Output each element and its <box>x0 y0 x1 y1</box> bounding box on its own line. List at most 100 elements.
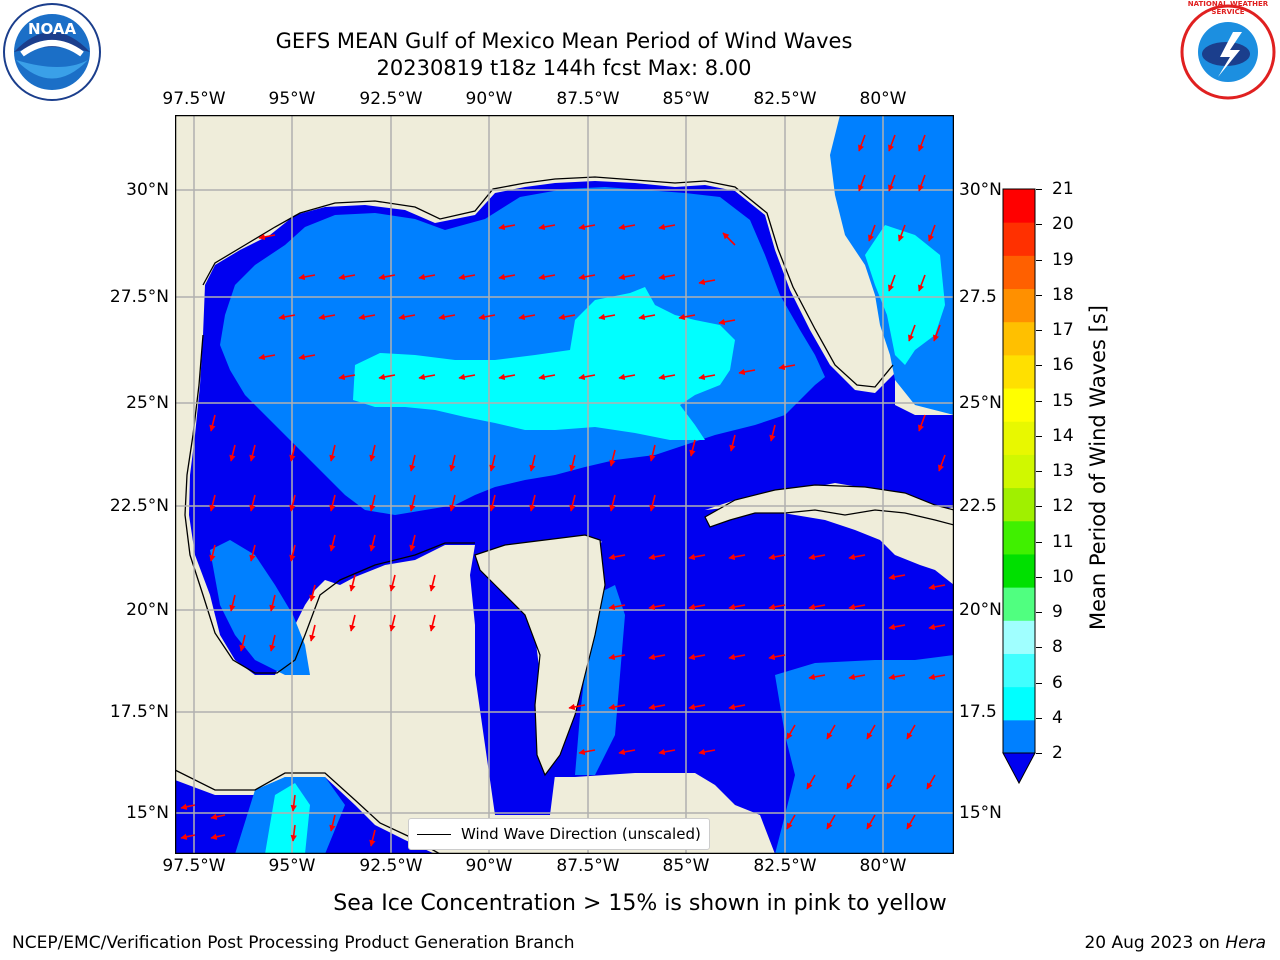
lon-tick-top: 82.5°W <box>753 89 817 109</box>
lon-tick-top: 87.5°W <box>556 89 620 109</box>
colorbar-tick-mark <box>1036 189 1042 190</box>
colorbar-band <box>1003 587 1035 621</box>
legend-label: Wind Wave Direction (unscaled) <box>461 825 701 843</box>
lon-tick-bottom: 95°W <box>268 856 316 876</box>
colorbar-band <box>1003 255 1035 290</box>
bay-campeche-band <box>210 540 310 675</box>
colorbar-band <box>1003 553 1035 588</box>
lon-tick-top: 95°W <box>268 89 316 109</box>
colorbar-tick-mark <box>1036 224 1042 226</box>
pacific-cyan <box>265 783 310 854</box>
lon-tick-top: 80°W <box>859 89 907 109</box>
colorbar-tick-mark <box>1036 717 1042 719</box>
nws-logo: NATIONAL WEATHER SERVICE <box>1178 0 1278 102</box>
colorbar-tick-label: 13 <box>1052 461 1074 481</box>
colorbar-tick-label: 12 <box>1052 496 1074 517</box>
colorbar-band <box>1003 388 1035 422</box>
colorbar-tick-mark <box>1036 400 1042 402</box>
lat-tick-right: 20°N <box>959 600 1002 620</box>
lon-tick-bottom: 90°W <box>465 856 513 876</box>
lon-tick-bottom: 92.5°W <box>359 856 423 876</box>
lon-tick-bottom: 82.5°W <box>753 856 817 876</box>
colorbar-tick-label: 18 <box>1052 284 1074 305</box>
colorbar-tick-mark <box>1036 753 1042 754</box>
lat-tick-right: 27.5 <box>959 287 997 307</box>
lon-tick-top: 90°W <box>465 89 513 109</box>
colorbar-tick-mark <box>1036 294 1042 296</box>
map-legend: Wind Wave Direction (unscaled) <box>408 818 710 850</box>
nws-logo-text: NATIONAL WEATHER SERVICE <box>1187 0 1269 16</box>
colorbar-band <box>1003 421 1035 455</box>
colorbar-tick-mark <box>1036 682 1042 684</box>
colorbar-tick-label: 9 <box>1052 602 1063 622</box>
colorbar-band <box>1003 620 1035 654</box>
colorbar-tick-mark <box>1036 435 1042 437</box>
lat-tick-left: 30°N <box>126 180 169 200</box>
lat-tick-left: 27.5°N <box>109 287 169 307</box>
colorbar-tick-label: 8 <box>1052 637 1063 658</box>
colorbar-band <box>1003 454 1035 489</box>
lat-tick-right: 30°N <box>959 180 1002 200</box>
colorbar-tick-label: 15 <box>1052 390 1074 411</box>
colorbar-extend-triangle <box>1002 752 1036 785</box>
colorbar-tick-mark <box>1036 330 1042 331</box>
colorbar-tick-label: 20 <box>1052 214 1074 235</box>
map-plot <box>175 115 954 854</box>
footer-machine: Hera <box>1225 933 1266 953</box>
colorbar-tick-mark <box>1036 612 1042 613</box>
colorbar-tick-label: 14 <box>1052 425 1074 446</box>
colorbar-band <box>1003 487 1035 522</box>
sea-ice-note: Sea Ice Concentration > 15% is shown in … <box>333 891 947 916</box>
colorbar-band <box>1003 354 1035 389</box>
grid-lines <box>175 115 954 854</box>
colorbar-band <box>1003 321 1035 356</box>
footer-date: 20 Aug 2023 on Hera <box>1084 933 1266 953</box>
chart-title-line2: 20230819 t18z 144h fcst Max: 8.00 <box>376 56 752 80</box>
colorbar-band <box>1003 686 1035 721</box>
colorbar-tick-label: 21 <box>1052 179 1074 199</box>
noaa-logo: NOAA <box>2 2 102 102</box>
colorbar-label: Mean Period of Wind Waves [s] <box>1086 305 1110 630</box>
lon-tick-top: 85°W <box>662 89 710 109</box>
colorbar-band <box>1003 288 1035 323</box>
colorbar-band <box>1003 222 1035 256</box>
colorbar-tick-label: 10 <box>1052 566 1074 587</box>
colorbar-band <box>1003 653 1035 688</box>
lat-tick-left: 20°N <box>126 600 169 620</box>
colorbar-tick-mark <box>1036 576 1042 578</box>
colorbar-tick-mark <box>1036 506 1042 508</box>
colorbar-tick-mark <box>1036 365 1042 367</box>
colorbar-tick-label: 6 <box>1052 672 1063 693</box>
noaa-logo-text: NOAA <box>27 20 77 38</box>
colorbar-tick-label: 4 <box>1052 707 1063 728</box>
lat-tick-right: 25°N <box>959 393 1002 413</box>
colorbar-tick-label: 2 <box>1052 743 1063 763</box>
lat-tick-left: 25°N <box>126 393 169 413</box>
lon-tick-bottom: 87.5°W <box>556 856 620 876</box>
lon-tick-bottom: 85°W <box>662 856 710 876</box>
colorbar-tick-mark <box>1036 259 1042 261</box>
lon-tick-top: 97.5°W <box>162 89 226 109</box>
lon-tick-top: 92.5°W <box>359 89 423 109</box>
lat-tick-left: 22.5°N <box>109 496 169 516</box>
lat-tick-right: 22.5 <box>959 496 997 516</box>
colorbar-band <box>1003 520 1035 555</box>
colorbar-tick-mark <box>1036 471 1042 472</box>
lat-tick-left: 17.5°N <box>109 702 169 722</box>
colorbar-tick-label: 16 <box>1052 355 1074 376</box>
colorbar-band <box>1003 189 1035 223</box>
colorbar-tick-label: 17 <box>1052 320 1074 340</box>
wind-wave-arrows <box>180 134 946 847</box>
lat-tick-right: 15°N <box>959 803 1002 823</box>
coastline <box>202 176 894 388</box>
footer-branch: NCEP/EMC/Verification Post Processing Pr… <box>12 933 575 953</box>
chart-title-line1: GEFS MEAN Gulf of Mexico Mean Period of … <box>275 29 853 53</box>
colorbar <box>1002 188 1036 785</box>
legend-line-icon <box>417 833 451 835</box>
colorbar-band <box>1003 719 1035 754</box>
lon-tick-bottom: 80°W <box>859 856 907 876</box>
colorbar-tick-label: 19 <box>1052 249 1074 270</box>
atlantic-water-light <box>865 225 945 365</box>
gulf-band-4-6 <box>353 287 735 440</box>
lat-tick-left: 15°N <box>126 803 169 823</box>
